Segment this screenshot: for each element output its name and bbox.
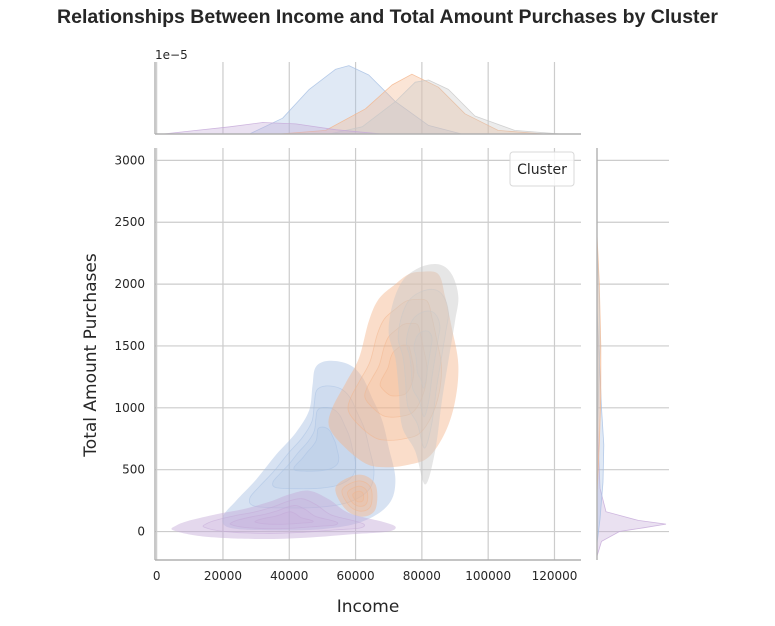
top-density-curve	[162, 122, 383, 135]
y-tick-label: 2500	[114, 215, 145, 229]
y-tick-label: 2000	[114, 277, 145, 291]
x-tick-label: 80000	[403, 569, 441, 583]
density-region	[171, 490, 396, 540]
density-contour	[272, 406, 357, 490]
grid-right	[597, 159, 669, 533]
y-tick-labels: 0 500 1000 1500 2000 2500 3000	[114, 153, 145, 538]
density-contour	[397, 288, 449, 449]
density-contour	[413, 330, 433, 389]
legend-title: Cluster	[517, 162, 567, 178]
density-regions	[171, 264, 459, 540]
y-axis-label: Total Amount Purchases	[81, 253, 101, 458]
x-tick-label: 40000	[270, 569, 308, 583]
density-contour	[364, 322, 428, 418]
density-contour	[254, 511, 314, 525]
y-tick-label: 3000	[114, 153, 145, 167]
y-tick-label: 1500	[114, 339, 145, 353]
density-contour	[293, 426, 340, 472]
top-marginal-densities	[162, 65, 562, 135]
density-contour	[202, 498, 365, 534]
x-tick-label: 20000	[204, 569, 242, 583]
y-tick-label: 500	[122, 463, 145, 477]
density-region	[328, 271, 459, 468]
top-density-curve	[328, 79, 562, 135]
grid-top	[156, 62, 556, 134]
top-marginal-scale-label: 1e−5	[155, 48, 188, 62]
right-marginal-densities	[597, 234, 667, 557]
y-tick-label: 1000	[114, 401, 145, 415]
right-density-curve	[597, 234, 602, 495]
x-tick-label: 60000	[336, 569, 374, 583]
axes	[154, 62, 598, 561]
y-tick-label: 0	[137, 525, 145, 539]
density-contour	[352, 490, 365, 503]
grid-main	[155, 148, 581, 560]
x-tick-labels: 0 20000 40000 60000 80000 100000 120000	[153, 569, 578, 583]
x-tick-label: 120000	[532, 569, 578, 583]
top-density-curve	[249, 65, 463, 135]
density-region	[335, 474, 378, 517]
legend-box	[509, 151, 575, 187]
density-region	[388, 264, 459, 485]
x-tick-label: 0	[153, 569, 161, 583]
x-tick-label: 100000	[465, 569, 511, 583]
right-density-curve	[597, 246, 601, 445]
x-axis-label: Income	[337, 597, 400, 617]
chart-title: Relationships Between Income and Total A…	[57, 6, 718, 28]
legend: Cluster	[509, 151, 575, 187]
